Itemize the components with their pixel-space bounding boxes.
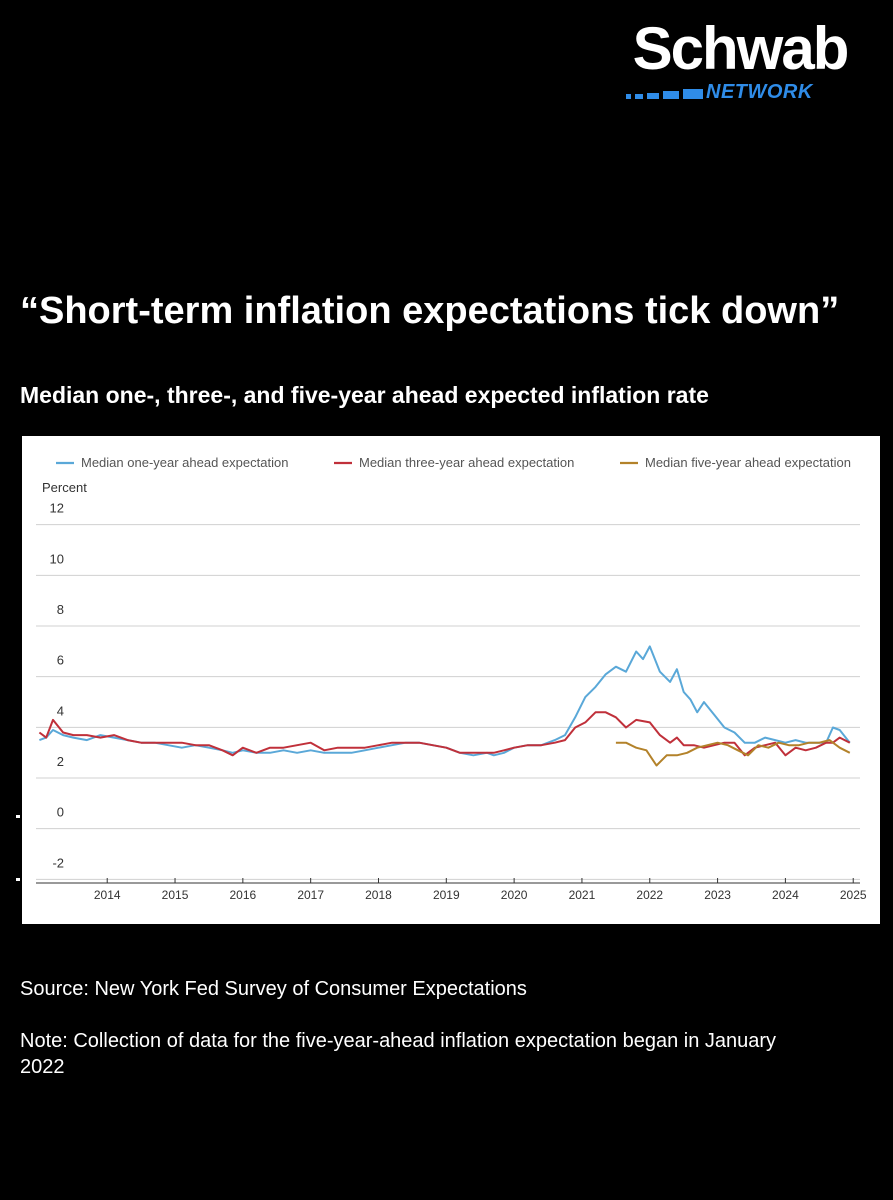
x-tick-label: 2025 [840, 888, 867, 902]
source-note: Source: New York Fed Survey of Consumer … [20, 978, 527, 1000]
y-axis-label: Percent [42, 480, 87, 495]
series-line [39, 645, 851, 757]
series-line [38, 711, 851, 757]
x-tick-label: 2017 [297, 888, 324, 902]
logo-wordmark: Schwab [632, 15, 850, 82]
chart-panel: Median one-year ahead expectation Median … [22, 436, 880, 924]
x-tick-label: 2018 [365, 888, 392, 902]
x-tick-label: 2019 [433, 888, 460, 902]
x-tick-label: 2022 [636, 888, 663, 902]
x-tick-label: 2015 [162, 888, 189, 902]
chart-subtitle: Median one-, three-, and five-year ahead… [20, 382, 709, 408]
x-tick-label: 2023 [704, 888, 731, 902]
logo-subline: NETWORK [706, 81, 813, 103]
x-tick-label: 2021 [569, 888, 596, 902]
edge-mark [16, 878, 20, 881]
y-tick-label: 4 [57, 703, 64, 718]
headline-quote: “Short-term inflation expectations tick … [20, 290, 840, 332]
y-tick-label: 8 [57, 602, 64, 617]
inflation-expectations-chart: Median one-year ahead expectation Median … [36, 455, 867, 902]
y-tick-label: 10 [50, 551, 64, 566]
y-tick-label: -2 [52, 855, 64, 870]
y-tick-label: 12 [50, 501, 64, 516]
edge-mark [16, 815, 20, 818]
y-tick-label: 2 [57, 754, 64, 769]
logo-speed-bars-icon [626, 89, 703, 99]
footnote: Note: Collection of data for the five-ye… [20, 1030, 777, 1078]
schwab-network-logo: Schwab NETWORK [620, 16, 860, 104]
y-tick-label: 0 [57, 805, 64, 820]
x-tick-label: 2014 [94, 888, 121, 902]
series-line [615, 739, 851, 767]
legend-label: Median five-year ahead expectation [645, 455, 851, 470]
legend-label: Median one-year ahead expectation [81, 455, 288, 470]
x-tick-label: 2024 [772, 888, 799, 902]
x-tick-label: 2020 [501, 888, 528, 902]
legend-label: Median three-year ahead expectation [359, 455, 574, 470]
y-tick-label: 6 [57, 653, 64, 668]
x-tick-label: 2016 [229, 888, 256, 902]
